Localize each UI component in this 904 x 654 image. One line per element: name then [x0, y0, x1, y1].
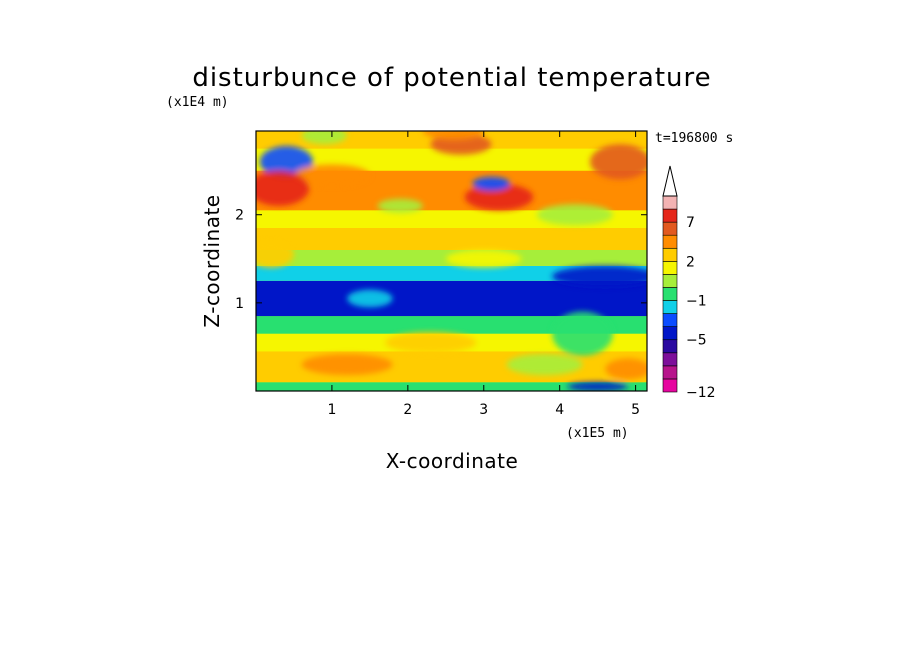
y-tick-label: 2: [235, 208, 244, 224]
x-tick-label: 5: [631, 402, 640, 418]
contour-blob: [293, 164, 370, 186]
colorbar-swatch: [662, 195, 678, 210]
x-axis: 1 2 3 4 5: [327, 131, 640, 418]
colorbar-swatch: [662, 208, 678, 223]
colorbar-swatch: [662, 247, 678, 262]
colorbar-swatch: [662, 365, 678, 380]
contour-band: [256, 382, 647, 391]
colorbar-swatch: [662, 300, 678, 314]
contour-band: [256, 265, 647, 281]
colorbar-swatch: [662, 339, 678, 354]
colorbar-swatch: [662, 326, 678, 341]
contour-blob: [552, 311, 613, 356]
contour-band: [256, 316, 647, 334]
plot-frame: [255, 130, 648, 392]
contour-blob: [301, 131, 348, 145]
colorbar-swatch: [662, 234, 678, 249]
contour-band: [256, 227, 647, 250]
contour-blob: [423, 131, 484, 140]
contour-blob: [445, 249, 522, 268]
colorbar-swatch: [662, 287, 678, 301]
contour-blob: [385, 331, 477, 354]
colorbar-extend-arrow: [662, 165, 678, 197]
colorbar: 7 2 −1 −5 −12: [662, 165, 716, 401]
x-tick-label: 4: [555, 402, 564, 418]
x-tick-label: 3: [479, 402, 488, 418]
y-tick-label: 1: [235, 296, 244, 312]
contour-band: [256, 148, 647, 171]
colorbar-label: −12: [686, 385, 716, 401]
contour-blob: [377, 198, 424, 213]
chart-title: disturbunce of potential temperature: [192, 63, 711, 93]
contour-blob: [552, 265, 647, 287]
contour-blob: [605, 358, 647, 380]
x-unit-label: (x1E5 m): [566, 426, 629, 441]
colorbar-swatch: [662, 261, 678, 275]
contour-blob: [464, 183, 534, 211]
plot-area: [255, 130, 648, 392]
x-axis-label: X-coordinate: [386, 449, 519, 473]
colorbar-swatch: [662, 378, 678, 393]
time-label: t=196800 s: [655, 131, 733, 146]
contour-blob: [567, 382, 629, 391]
contour-blob: [590, 144, 647, 180]
colorbar-swatch: [662, 274, 678, 288]
contour-blob: [506, 353, 583, 376]
contour-blob: [347, 289, 393, 308]
y-unit-label: (x1E4 m): [166, 95, 229, 110]
contour-blob: [256, 170, 310, 206]
colorbar-swatch: [662, 221, 678, 236]
colorbar-swatch: [662, 313, 678, 327]
y-axis-label: Z-coordinate: [200, 194, 224, 327]
colorbar-label: −5: [686, 333, 707, 349]
colorbar-swatch: [662, 352, 678, 367]
contour-band: [256, 280, 647, 317]
y-axis: 12: [235, 208, 647, 312]
colorbar-label: 2: [686, 254, 695, 270]
contour-blob: [256, 241, 294, 268]
contour-blob: [472, 176, 511, 191]
contour-blob: [536, 204, 613, 226]
x-tick-label: 2: [403, 402, 412, 418]
contour-blob: [301, 353, 393, 376]
x-tick-label: 1: [327, 402, 336, 418]
colorbar-label: −1: [686, 294, 707, 310]
colorbar-label: 7: [686, 215, 695, 231]
